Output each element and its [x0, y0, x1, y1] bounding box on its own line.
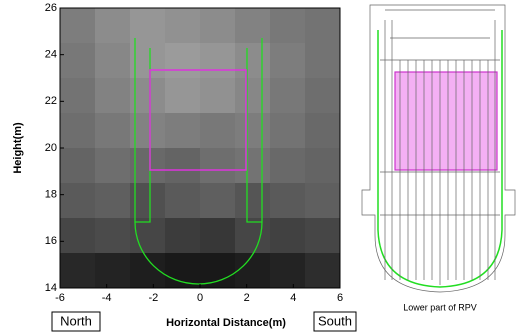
caption: Lower part of RPV	[403, 302, 477, 312]
cell	[270, 8, 306, 44]
cell	[165, 8, 201, 44]
cell	[200, 253, 236, 289]
vessel	[361, 4, 516, 293]
cell	[200, 148, 236, 184]
y-tick-label: 16	[45, 235, 57, 247]
cell	[95, 148, 131, 184]
cell	[130, 78, 166, 114]
cell	[130, 43, 166, 79]
y-tick-label: 24	[45, 49, 57, 61]
cell	[270, 113, 306, 149]
heatmap	[60, 8, 341, 289]
cell	[235, 8, 271, 44]
cell	[200, 183, 236, 219]
cell	[165, 183, 201, 219]
cell	[235, 113, 271, 149]
y-tick-label: 22	[45, 95, 57, 107]
core-region	[149, 69, 247, 171]
rpv-schematic	[361, 4, 516, 293]
core-box	[394, 71, 498, 171]
cell	[130, 8, 166, 44]
cell	[200, 43, 236, 79]
cell	[305, 253, 341, 289]
x-tick-label: 6	[337, 292, 343, 304]
cell	[95, 253, 131, 289]
cell	[305, 43, 341, 79]
cell	[270, 218, 306, 254]
cell	[95, 183, 131, 219]
cell	[270, 253, 306, 289]
cell	[235, 43, 271, 79]
y-axis-label: Height(m)	[12, 122, 24, 174]
north-box	[51, 311, 101, 332]
cell	[200, 113, 236, 149]
cell	[200, 8, 236, 44]
cell	[200, 218, 236, 254]
cell	[60, 183, 96, 219]
cell	[95, 218, 131, 254]
cell	[200, 78, 236, 114]
cell	[235, 183, 271, 219]
cell	[165, 113, 201, 149]
cell	[305, 148, 341, 184]
cell	[130, 148, 166, 184]
x-tick-label: 0	[197, 292, 203, 304]
cell	[165, 148, 201, 184]
cell	[165, 78, 201, 114]
cell	[270, 148, 306, 184]
cell	[95, 43, 131, 79]
x-tick-label: -6	[55, 292, 65, 304]
cell	[235, 253, 271, 289]
x-tick-label: -4	[102, 292, 112, 304]
cell	[165, 253, 201, 289]
cell	[60, 253, 96, 289]
cell	[95, 113, 131, 149]
y-tick-label: 18	[45, 189, 57, 201]
cell	[305, 8, 341, 44]
cell	[305, 78, 341, 114]
south-label: South	[318, 313, 352, 328]
y-tick-label: 26	[45, 2, 57, 14]
cell	[95, 8, 131, 44]
cell	[60, 113, 96, 149]
vessel-outline	[134, 38, 263, 285]
cell	[235, 148, 271, 184]
x-tick-label: 4	[290, 292, 296, 304]
cell	[270, 43, 306, 79]
y-tick-label: 20	[45, 142, 57, 154]
cell	[270, 78, 306, 114]
y-tick-label: 14	[45, 282, 57, 294]
internals	[380, 9, 500, 285]
cell	[270, 183, 306, 219]
cell	[60, 218, 96, 254]
cell	[60, 43, 96, 79]
overlay	[134, 38, 263, 285]
cell	[235, 78, 271, 114]
cell	[305, 218, 341, 254]
cell	[130, 183, 166, 219]
vessel-green	[377, 30, 503, 288]
cell	[165, 218, 201, 254]
cell	[305, 183, 341, 219]
cell	[305, 113, 341, 149]
cell	[235, 218, 271, 254]
north-label: North	[60, 313, 92, 328]
cell	[60, 148, 96, 184]
cell	[165, 43, 201, 79]
cell	[60, 8, 96, 44]
cell	[95, 78, 131, 114]
south-box	[313, 311, 357, 332]
cell	[60, 78, 96, 114]
x-axis-label: Horizontal Distance(m)	[166, 317, 286, 329]
cell	[130, 113, 166, 149]
x-tick-label: -2	[148, 292, 158, 304]
x-tick-label: 2	[244, 292, 250, 304]
